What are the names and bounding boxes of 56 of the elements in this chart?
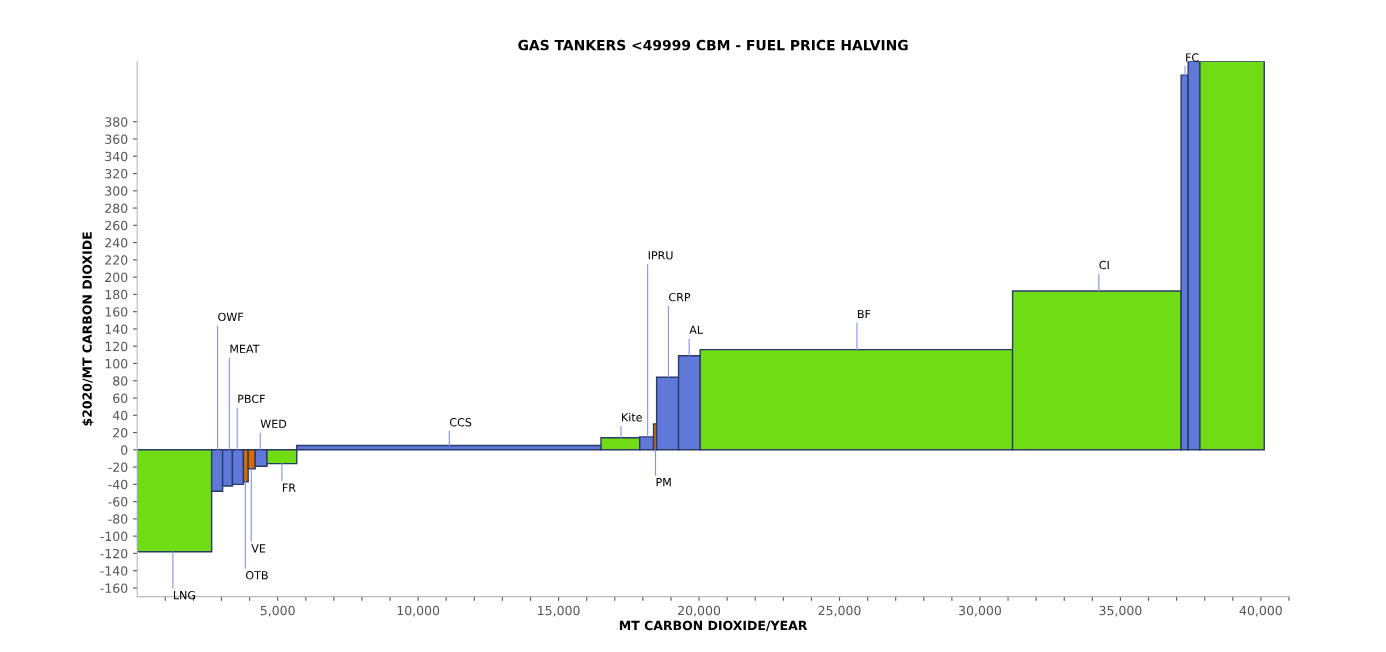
annotation: CCS <box>449 418 472 427</box>
y-axis-title: $2020/MT CARBON DIOXIDE <box>82 232 94 426</box>
x-axis-title: MT CARBON DIOXIDE/YEAR <box>619 620 808 632</box>
annotation: PM <box>656 478 671 487</box>
x-tick-label: 35,000 <box>1099 605 1142 617</box>
annotation: CRP <box>669 292 691 302</box>
annotation: IPRU <box>648 251 673 260</box>
y-tick-label: 240 <box>105 238 128 248</box>
annotation: Kite <box>622 412 642 422</box>
y-tick-label: 60 <box>113 393 128 403</box>
y-tick-label: 360 <box>105 134 128 144</box>
y-tick-label: 180 <box>105 289 128 300</box>
x-tick-label: 15,000 <box>538 605 580 617</box>
x-tick-label: 40,000 <box>1239 605 1282 617</box>
y-tick-label: -40 <box>108 479 128 490</box>
y-tick-label: 340 <box>105 151 128 162</box>
y-tick-label: 200 <box>105 272 128 283</box>
annotation: WED <box>260 419 287 428</box>
y-tick-label: 80 <box>113 376 128 386</box>
y-tick-label: -120 <box>100 548 128 559</box>
annotation: VE <box>251 544 266 553</box>
y-tick-label: -80 <box>108 514 128 524</box>
x-tick-label: 25,000 <box>818 605 861 617</box>
y-tick-label: 140 <box>105 324 128 334</box>
annotation: CI <box>1099 260 1109 270</box>
annotation: OTB <box>245 571 268 580</box>
y-tick-label: -140 <box>100 566 128 576</box>
y-tick-label: 260 <box>105 220 128 231</box>
annotation: FR <box>282 483 296 492</box>
y-tick-label: 40 <box>112 410 128 421</box>
annotation: MEAT <box>230 344 260 353</box>
y-tick-label: 160 <box>105 307 128 317</box>
y-tick-label: 380 <box>105 117 128 127</box>
annotation: BF <box>858 309 871 318</box>
y-tick-label: 300 <box>105 186 128 196</box>
y-tick-label: 0 <box>121 445 128 455</box>
y-tick-label: -100 <box>100 531 128 542</box>
annotation: LNG <box>173 590 196 600</box>
y-tick-label: 280 <box>105 203 128 213</box>
y-tick-label: 320 <box>105 169 128 179</box>
y-tick-label: 220 <box>105 255 128 265</box>
x-tick-label: 20,000 <box>678 605 721 617</box>
x-tick-label: 10,000 <box>397 605 440 617</box>
y-tick-label: 20 <box>113 428 128 438</box>
annotation: FC <box>1186 53 1199 62</box>
y-tick-label: -60 <box>108 497 128 507</box>
y-tick-label: -20 <box>108 462 128 472</box>
chart-title: GAS TANKERS <49999 CBM - FUEL PRICE HALVING <box>518 39 908 51</box>
x-tick-label: 5,000 <box>260 605 295 617</box>
annotation: AL <box>689 325 703 334</box>
y-tick-label: 100 <box>105 358 128 369</box>
x-tick-label: 30,000 <box>959 605 1002 617</box>
y-tick-label: 120 <box>105 341 128 352</box>
annotation: PBCF <box>238 394 265 404</box>
y-tick-label: -160 <box>100 583 128 593</box>
annotation: OWF <box>218 312 244 322</box>
